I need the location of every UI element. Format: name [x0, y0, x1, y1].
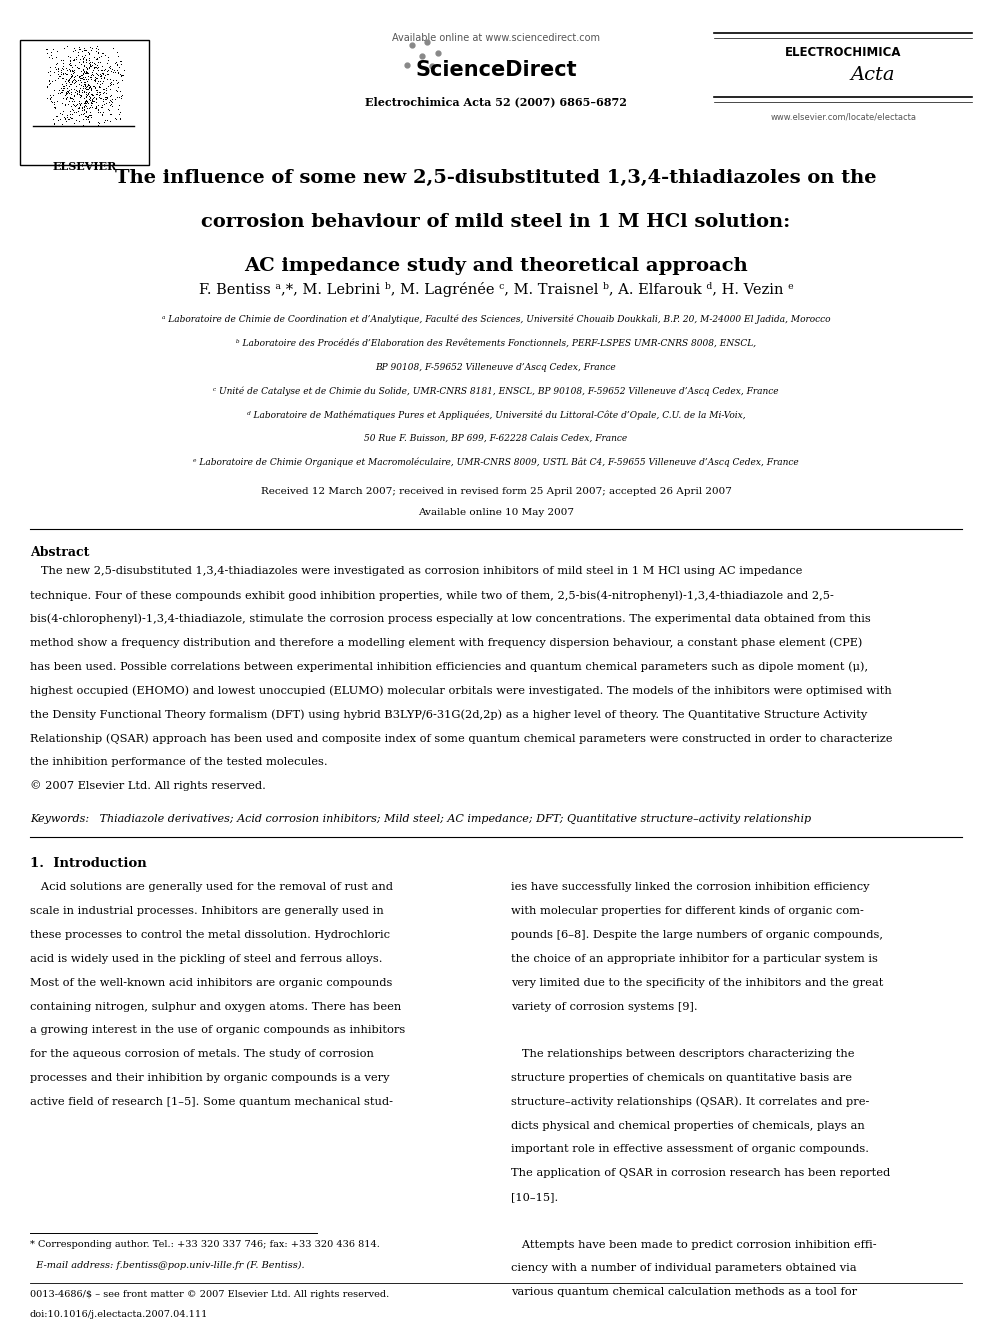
Text: ᵈ Laboratoire de Mathématiques Pures et Appliquées, Université du Littoral-Côte : ᵈ Laboratoire de Mathématiques Pures et …	[247, 410, 745, 419]
Text: The new 2,5-disubstituted 1,3,4-thiadiazoles were investigated as corrosion inhi: The new 2,5-disubstituted 1,3,4-thiadiaz…	[30, 566, 803, 577]
Text: Received 12 March 2007; received in revised form 25 April 2007; accepted 26 Apri: Received 12 March 2007; received in revi…	[261, 487, 731, 496]
Text: E-mail address: f.bentiss@pop.univ-lille.fr (F. Bentiss).: E-mail address: f.bentiss@pop.univ-lille…	[30, 1261, 305, 1270]
Text: Acid solutions are generally used for the removal of rust and: Acid solutions are generally used for th…	[30, 882, 393, 893]
Text: structure–activity relationships (QSAR). It correlates and pre-: structure–activity relationships (QSAR).…	[511, 1097, 869, 1107]
Text: The application of QSAR in corrosion research has been reported: The application of QSAR in corrosion res…	[511, 1168, 890, 1179]
Text: important role in effective assessment of organic compounds.: important role in effective assessment o…	[511, 1144, 869, 1155]
Text: containing nitrogen, sulphur and oxygen atoms. There has been: containing nitrogen, sulphur and oxygen …	[30, 1002, 401, 1012]
Text: * Corresponding author. Tel.: +33 320 337 746; fax: +33 320 436 814.: * Corresponding author. Tel.: +33 320 33…	[30, 1240, 380, 1249]
Text: pounds [6–8]. Despite the large numbers of organic compounds,: pounds [6–8]. Despite the large numbers …	[511, 930, 883, 941]
Text: corrosion behaviour of mild steel in 1 M HCl solution:: corrosion behaviour of mild steel in 1 M…	[201, 213, 791, 232]
Text: with molecular properties for different kinds of organic com-: with molecular properties for different …	[511, 906, 864, 917]
Text: www.elsevier.com/locate/electacta: www.elsevier.com/locate/electacta	[770, 112, 917, 122]
Text: the Density Functional Theory formalism (DFT) using hybrid B3LYP/6-31G(2d,2p) as: the Density Functional Theory formalism …	[30, 709, 867, 720]
Text: the inhibition performance of the tested molecules.: the inhibition performance of the tested…	[30, 757, 327, 767]
Text: 1.  Introduction: 1. Introduction	[30, 857, 147, 871]
Text: ᵃ Laboratoire de Chimie de Coordination et d’Analytique, Faculté des Sciences, U: ᵃ Laboratoire de Chimie de Coordination …	[162, 315, 830, 324]
Text: these processes to control the metal dissolution. Hydrochloric: these processes to control the metal dis…	[30, 930, 390, 941]
Text: [10–15].: [10–15].	[511, 1192, 558, 1203]
Text: scale in industrial processes. Inhibitors are generally used in: scale in industrial processes. Inhibitor…	[30, 906, 384, 917]
Text: 0013-4686/$ – see front matter © 2007 Elsevier Ltd. All rights reserved.: 0013-4686/$ – see front matter © 2007 El…	[30, 1290, 389, 1299]
Text: ᵉ Laboratoire de Chimie Organique et Macromoléculaire, UMR-CNRS 8009, USTL Bât C: ᵉ Laboratoire de Chimie Organique et Mac…	[193, 458, 799, 467]
Text: Relationship (QSAR) approach has been used and composite index of some quantum c: Relationship (QSAR) approach has been us…	[30, 733, 892, 744]
Text: F. Bentiss ᵃ,*, M. Lebrini ᵇ, M. Lagrénée ᶜ, M. Traisnel ᵇ, A. Elfarouk ᵈ, H. Ve: F. Bentiss ᵃ,*, M. Lebrini ᵇ, M. Lagréné…	[198, 282, 794, 296]
Text: Available online at www.sciencedirect.com: Available online at www.sciencedirect.co…	[392, 33, 600, 44]
Text: highest occupied (EHOMO) and lowest unoccupied (ELUMO) molecular orbitals were i: highest occupied (EHOMO) and lowest unoc…	[30, 685, 892, 696]
Text: Attempts have been made to predict corrosion inhibition effi-: Attempts have been made to predict corro…	[511, 1240, 877, 1250]
Text: Abstract: Abstract	[30, 546, 89, 560]
Text: ScienceDirect: ScienceDirect	[416, 60, 576, 79]
Text: the choice of an appropriate inhibitor for a particular system is: the choice of an appropriate inhibitor f…	[511, 954, 878, 964]
Text: Electrochimica Acta 52 (2007) 6865–6872: Electrochimica Acta 52 (2007) 6865–6872	[365, 97, 627, 107]
Text: acid is widely used in the pickling of steel and ferrous alloys.: acid is widely used in the pickling of s…	[30, 954, 382, 964]
Text: for the aqueous corrosion of metals. The study of corrosion: for the aqueous corrosion of metals. The…	[30, 1049, 374, 1060]
Text: structure properties of chemicals on quantitative basis are: structure properties of chemicals on qua…	[511, 1073, 852, 1084]
Text: various quantum chemical calculation methods as a tool for: various quantum chemical calculation met…	[511, 1287, 857, 1298]
Text: ciency with a number of individual parameters obtained via: ciency with a number of individual param…	[511, 1263, 856, 1274]
Text: The relationships between descriptors characterizing the: The relationships between descriptors ch…	[511, 1049, 854, 1060]
Text: very limited due to the specificity of the inhibitors and the great: very limited due to the specificity of t…	[511, 978, 883, 988]
Text: AC impedance study and theoretical approach: AC impedance study and theoretical appro…	[244, 257, 748, 275]
Text: dicts physical and chemical properties of chemicals, plays an: dicts physical and chemical properties o…	[511, 1121, 865, 1131]
Text: method show a frequency distribution and therefore a modelling element with freq: method show a frequency distribution and…	[30, 638, 862, 648]
Text: variety of corrosion systems [9].: variety of corrosion systems [9].	[511, 1002, 697, 1012]
Text: 50 Rue F. Buisson, BP 699, F-62228 Calais Cedex, France: 50 Rue F. Buisson, BP 699, F-62228 Calai…	[364, 434, 628, 443]
Text: Keywords:   Thiadiazole derivatives; Acid corrosion inhibitors; Mild steel; AC i: Keywords: Thiadiazole derivatives; Acid …	[30, 814, 810, 824]
Text: ᶜ Unité de Catalyse et de Chimie du Solide, UMR-CNRS 8181, ENSCL, BP 90108, F-59: ᶜ Unité de Catalyse et de Chimie du Soli…	[213, 386, 779, 396]
Text: BP 90108, F-59652 Villeneuve d’Ascq Cedex, France: BP 90108, F-59652 Villeneuve d’Ascq Cede…	[376, 363, 616, 372]
Text: The influence of some new 2,5-disubstituted 1,3,4-thiadiazoles on the: The influence of some new 2,5-disubstitu…	[115, 169, 877, 188]
Text: doi:10.1016/j.electacta.2007.04.111: doi:10.1016/j.electacta.2007.04.111	[30, 1310, 208, 1319]
Text: ᵇ Laboratoire des Procédés d’Elaboration des Revêtements Fonctionnels, PERF-LSPE: ᵇ Laboratoire des Procédés d’Elaboration…	[236, 339, 756, 348]
FancyBboxPatch shape	[20, 40, 149, 165]
Text: Most of the well-known acid inhibitors are organic compounds: Most of the well-known acid inhibitors a…	[30, 978, 392, 988]
Text: processes and their inhibition by organic compounds is a very: processes and their inhibition by organi…	[30, 1073, 389, 1084]
Text: Available online 10 May 2007: Available online 10 May 2007	[418, 508, 574, 517]
Text: a growing interest in the use of organic compounds as inhibitors: a growing interest in the use of organic…	[30, 1025, 405, 1036]
Text: Acta: Acta	[851, 66, 895, 85]
Text: ELECTROCHIMICA: ELECTROCHIMICA	[785, 46, 902, 60]
Text: ies have successfully linked the corrosion inhibition efficiency: ies have successfully linked the corrosi…	[511, 882, 869, 893]
Text: active field of research [1–5]. Some quantum mechanical stud-: active field of research [1–5]. Some qua…	[30, 1097, 393, 1107]
Text: technique. Four of these compounds exhibit good inhibition properties, while two: technique. Four of these compounds exhib…	[30, 590, 833, 601]
Text: has been used. Possible correlations between experimental inhibition efficiencie: has been used. Possible correlations bet…	[30, 662, 868, 672]
Text: bis(4-chlorophenyl)-1,3,4-thiadiazole, stimulate the corrosion process especiall: bis(4-chlorophenyl)-1,3,4-thiadiazole, s…	[30, 614, 871, 624]
Text: © 2007 Elsevier Ltd. All rights reserved.: © 2007 Elsevier Ltd. All rights reserved…	[30, 781, 266, 791]
Text: ELSEVIER: ELSEVIER	[53, 161, 116, 172]
